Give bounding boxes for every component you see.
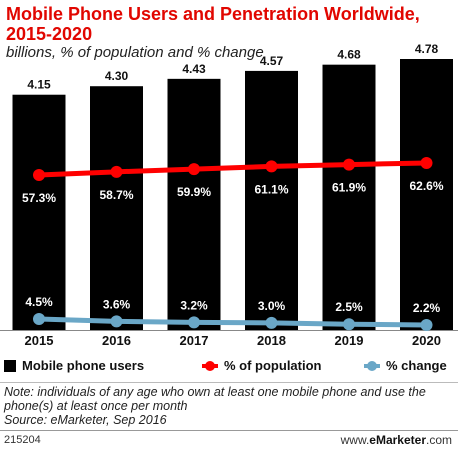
- bar-2018: [245, 70, 298, 331]
- population-point-2017: [188, 163, 200, 176]
- bar-label-2017: 4.43: [182, 62, 206, 76]
- chart-title: Mobile Phone Users and Penetration World…: [6, 4, 420, 44]
- legend-item-change: % change: [364, 358, 447, 373]
- legend-label-change: % change: [386, 358, 447, 373]
- footer-brand[interactable]: www.eMarketer.com: [341, 433, 452, 447]
- x-tick-2017: 2017: [180, 333, 209, 348]
- bar-2015: [12, 94, 66, 330]
- bar-2017: [167, 78, 221, 330]
- change-label-2019: 2.5%: [335, 300, 363, 314]
- bar-2019: [322, 64, 376, 330]
- chart-notes: Note: individuals of any age who own at …: [4, 385, 454, 427]
- x-tick-2015: 2015: [25, 333, 54, 348]
- bar-label-2018: 4.57: [260, 54, 284, 68]
- population-point-2016: [110, 165, 123, 178]
- legend-swatch-population: [202, 360, 218, 371]
- brand-name: eMarketer: [369, 433, 426, 447]
- population-point-2018: [265, 160, 278, 173]
- legend-swatch-users: [4, 359, 16, 372]
- brand-prefix: www.: [340, 433, 370, 447]
- x-tick-2018: 2018: [257, 333, 286, 348]
- bar-label-2016: 4.30: [105, 69, 129, 83]
- legend-item-population: % of population: [202, 358, 321, 373]
- change-line: [36, 316, 429, 328]
- chart-id: 215204: [4, 434, 41, 446]
- population-point-2015: [33, 169, 45, 181]
- population-label-2017: 59.9%: [177, 185, 211, 199]
- divider: [0, 382, 458, 383]
- population-label-2015: 57.3%: [22, 191, 56, 205]
- change-label-2020: 2.2%: [413, 301, 441, 315]
- bar-label-2020: 4.78: [415, 42, 439, 56]
- change-point-2020: [420, 319, 433, 331]
- change-label-2015: 4.5%: [25, 295, 53, 309]
- legend-label-users: Mobile phone users: [22, 358, 145, 373]
- change-point-2017: [188, 316, 200, 329]
- change-label-2017: 3.2%: [180, 298, 208, 312]
- population-line: [36, 160, 429, 178]
- brand-suffix: .com: [425, 433, 452, 447]
- change-label-2016: 3.6%: [103, 297, 131, 311]
- chart-legend: Mobile phone users % of population % cha…: [4, 358, 454, 376]
- change-point-2018: [265, 316, 278, 329]
- source-text: Source: eMarketer, Sep 2016: [4, 413, 167, 427]
- x-tick-2020: 2020: [412, 333, 441, 348]
- x-tick-2016: 2016: [102, 333, 131, 348]
- population-label-2019: 61.9%: [332, 181, 366, 195]
- population-label-2018: 61.1%: [254, 182, 288, 196]
- population-label-2016: 58.7%: [99, 188, 133, 202]
- footer-divider: [0, 430, 458, 431]
- population-label-2020: 62.6%: [409, 179, 443, 193]
- bar-label-2015: 4.15: [27, 78, 51, 92]
- legend-label-population: % of population: [224, 358, 322, 373]
- legend-swatch-change: [364, 360, 380, 371]
- change-point-2016: [110, 315, 123, 328]
- note-text: Note: individuals of any age who own at …: [4, 385, 426, 413]
- population-point-2019: [343, 158, 355, 171]
- change-label-2018: 3.0%: [258, 299, 286, 313]
- change-point-2019: [343, 318, 355, 331]
- legend-item-users: Mobile phone users: [4, 358, 144, 373]
- change-point-2015: [33, 313, 45, 325]
- bar-label-2019: 4.68: [337, 48, 361, 62]
- bar-2016: [90, 86, 143, 331]
- bar-2020: [400, 59, 453, 330]
- x-tick-2019: 2019: [335, 333, 364, 348]
- chart-area: 4.15 4.30 4.43 4.57 4.68 4.78 2015 2016 2017 2018…: [0, 42, 458, 348]
- chart-subtitle: billions, % of population and % change: [6, 44, 264, 61]
- population-point-2020: [420, 157, 433, 169]
